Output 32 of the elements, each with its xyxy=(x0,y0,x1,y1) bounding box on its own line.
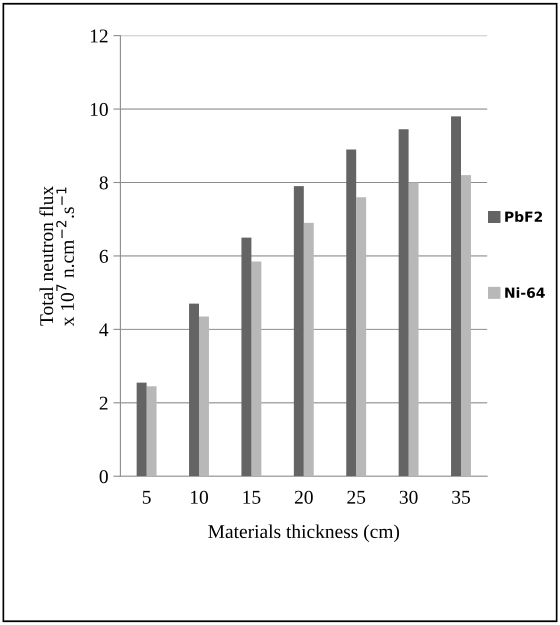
x-tick-label: 10 xyxy=(190,490,208,504)
bar xyxy=(251,261,262,476)
y-tick-label: 12 xyxy=(90,29,108,42)
bar xyxy=(408,182,419,476)
y-tick-label: 2 xyxy=(100,396,108,410)
x-tick-label: 25 xyxy=(347,490,366,504)
bar xyxy=(146,386,157,476)
bar xyxy=(136,382,147,476)
bar xyxy=(189,304,199,476)
bar xyxy=(199,316,209,476)
y-tick-label: 10 xyxy=(90,102,108,116)
x-tick-label: 15 xyxy=(243,490,260,504)
y-tick-label: 4 xyxy=(99,323,108,336)
y-axis-title: Total neutron flux x 10$^{7}$ n.cm$^{−2}$.s$^{−1}$ xyxy=(39,186,74,326)
bar xyxy=(356,197,366,476)
legend-label: Ni-64 xyxy=(505,287,545,298)
x-tick-label: 20 xyxy=(294,490,313,504)
x-tick-label: 5 xyxy=(142,490,151,504)
bar xyxy=(451,116,461,476)
legend-label: PbF2 xyxy=(505,211,542,222)
bar xyxy=(346,149,356,476)
x-tick-label: 35 xyxy=(452,490,470,504)
x-tick-label: 30 xyxy=(400,490,418,504)
y-tick-label: 0 xyxy=(100,470,108,484)
bar xyxy=(241,238,252,476)
y-tick-label: 6 xyxy=(100,250,108,263)
bar xyxy=(398,129,409,476)
x-axis-title: Materials thickness (cm) xyxy=(208,524,400,542)
bar xyxy=(304,222,314,476)
y-tick-label: 8 xyxy=(100,176,108,190)
bar xyxy=(294,186,304,476)
bar xyxy=(461,175,471,476)
